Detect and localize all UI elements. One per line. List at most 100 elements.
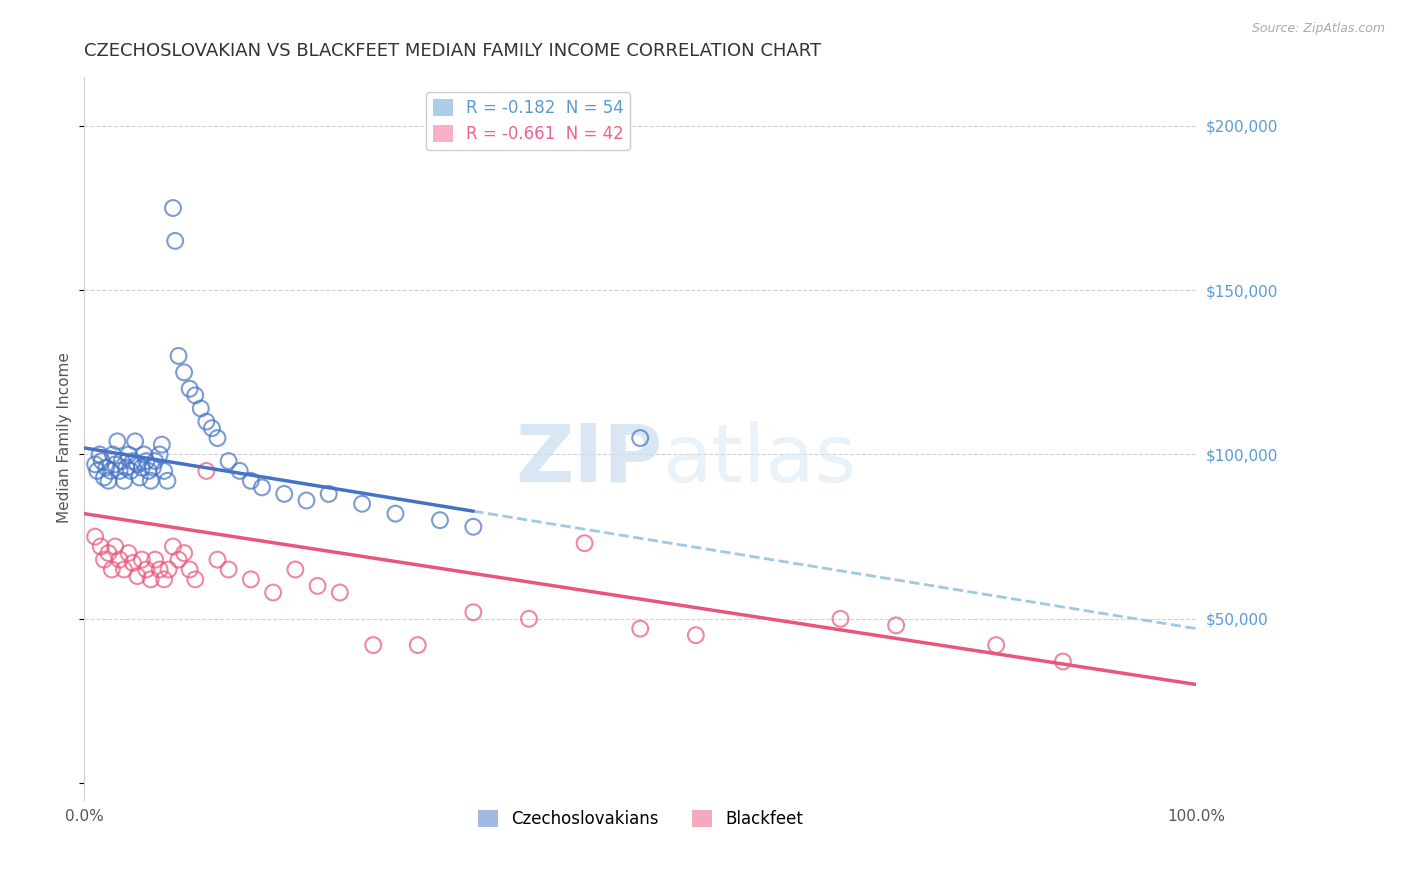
Point: [429, 513, 451, 527]
Point: [195, 464, 218, 478]
Point: [162, 540, 184, 554]
Point: [122, 454, 145, 468]
Point: [406, 638, 429, 652]
Point: [201, 421, 224, 435]
Point: [84, 458, 107, 472]
Point: [352, 497, 374, 511]
Point: [517, 612, 540, 626]
Point: [117, 546, 139, 560]
Point: [100, 464, 122, 478]
Point: [122, 556, 145, 570]
Point: [105, 434, 128, 449]
Point: [167, 552, 190, 566]
Point: [179, 562, 201, 576]
Point: [108, 552, 131, 566]
Text: Source: ZipAtlas.com: Source: ZipAtlas.com: [1251, 22, 1385, 36]
Point: [112, 562, 135, 576]
Point: [120, 464, 142, 478]
Point: [127, 458, 149, 472]
Point: [90, 540, 112, 554]
Point: [156, 474, 179, 488]
Point: [97, 474, 120, 488]
Point: [273, 487, 295, 501]
Point: [165, 234, 187, 248]
Point: [143, 454, 166, 468]
Point: [463, 605, 485, 619]
Point: [93, 552, 115, 566]
Point: [884, 618, 907, 632]
Point: [628, 622, 651, 636]
Point: [284, 562, 307, 576]
Point: [108, 464, 131, 478]
Point: [157, 562, 180, 576]
Point: [229, 464, 252, 478]
Point: [131, 552, 153, 566]
Point: [162, 201, 184, 215]
Point: [104, 540, 127, 554]
Point: [329, 585, 352, 599]
Point: [218, 454, 240, 468]
Point: [101, 448, 124, 462]
Point: [250, 480, 273, 494]
Point: [142, 460, 165, 475]
Point: [132, 448, 155, 462]
Point: [239, 573, 262, 587]
Point: [173, 546, 195, 560]
Point: [143, 552, 166, 566]
Point: [128, 470, 150, 484]
Point: [207, 552, 229, 566]
Point: [262, 585, 284, 599]
Point: [167, 349, 190, 363]
Point: [84, 530, 107, 544]
Point: [628, 431, 651, 445]
Point: [173, 365, 195, 379]
Point: [307, 579, 329, 593]
Point: [184, 573, 207, 587]
Point: [150, 437, 173, 451]
Point: [153, 573, 176, 587]
Point: [131, 460, 153, 475]
Point: [361, 638, 384, 652]
Legend: Czechoslovakians, Blackfeet: Czechoslovakians, Blackfeet: [471, 803, 810, 835]
Point: [149, 562, 172, 576]
Point: [101, 562, 124, 576]
Point: [195, 415, 218, 429]
Point: [138, 464, 160, 478]
Point: [830, 612, 852, 626]
Point: [117, 448, 139, 462]
Point: [986, 638, 1008, 652]
Point: [685, 628, 707, 642]
Point: [112, 474, 135, 488]
Point: [463, 520, 485, 534]
Point: [190, 401, 212, 416]
Point: [97, 546, 120, 560]
Point: [384, 507, 406, 521]
Point: [127, 569, 149, 583]
Point: [207, 431, 229, 445]
Point: [90, 454, 112, 468]
Point: [239, 474, 262, 488]
Point: [89, 448, 111, 462]
Point: [318, 487, 340, 501]
Y-axis label: Median Family Income: Median Family Income: [58, 352, 72, 524]
Point: [139, 573, 162, 587]
Point: [115, 460, 138, 475]
Point: [135, 454, 157, 468]
Text: atlas: atlas: [662, 421, 856, 499]
Point: [96, 460, 118, 475]
Point: [135, 562, 157, 576]
Point: [139, 474, 162, 488]
Point: [295, 493, 318, 508]
Text: CZECHOSLOVAKIAN VS BLACKFEET MEDIAN FAMILY INCOME CORRELATION CHART: CZECHOSLOVAKIAN VS BLACKFEET MEDIAN FAMI…: [84, 42, 821, 60]
Point: [104, 458, 127, 472]
Point: [574, 536, 596, 550]
Point: [111, 454, 134, 468]
Text: ZIP: ZIP: [515, 421, 662, 499]
Point: [218, 562, 240, 576]
Point: [149, 448, 172, 462]
Point: [93, 470, 115, 484]
Point: [86, 464, 108, 478]
Point: [153, 464, 176, 478]
Point: [1052, 655, 1074, 669]
Point: [124, 434, 146, 449]
